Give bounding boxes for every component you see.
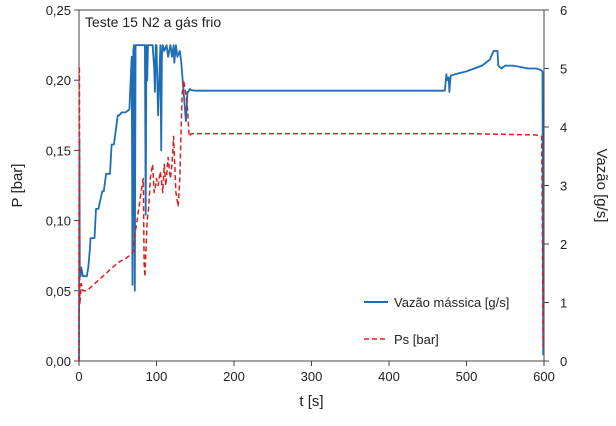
y-right-tick-label: 4 <box>560 120 567 135</box>
series-line-1 <box>78 65 544 362</box>
y-left-tick-label: 0,05 <box>46 284 71 299</box>
legend-label-vazao: Vazão mássica [g/s] <box>394 295 509 310</box>
y-left-tick-label: 0,10 <box>46 214 71 229</box>
series-line-0 <box>78 44 545 362</box>
legend: Vazão mássica [g/s] Ps [bar] <box>364 295 509 347</box>
x-tick-label: 500 <box>456 369 478 384</box>
y-right-tick-label: 3 <box>560 179 567 194</box>
y-left-tick-label: 0,00 <box>46 354 71 369</box>
ticks-layer: 0 100 200 300 400 500 600 0,00 0,05 0,10 0,15 0,20 0… <box>46 3 568 384</box>
legend-label-ps: Ps [bar] <box>394 332 439 347</box>
y-right-tick-label: 2 <box>560 237 567 252</box>
y-right-tick-label: 1 <box>560 296 567 311</box>
x-tick-label: 100 <box>146 369 168 384</box>
y-left-tick-label: 0,20 <box>46 73 71 88</box>
y-left-tick-label: 0,15 <box>46 143 71 158</box>
y-right-tick-label: 0 <box>560 354 567 369</box>
x-axis-label: t [s] <box>299 393 323 410</box>
x-tick-label: 400 <box>378 369 400 384</box>
y-right-tick-label: 6 <box>560 3 567 18</box>
x-tick-label: 200 <box>223 369 245 384</box>
y-axis-left-label: P [bar] <box>9 164 26 208</box>
series-layer <box>78 44 545 362</box>
chart-title: Teste 15 N2 a gás frio <box>85 14 221 30</box>
y-axis-right-label: Vazão [g/s] <box>593 149 610 223</box>
y-right-tick-label: 5 <box>560 62 567 77</box>
y-left-tick-label: 0,25 <box>46 3 71 18</box>
x-tick-label: 0 <box>75 369 82 384</box>
x-tick-label: 300 <box>301 369 323 384</box>
x-tick-label: 600 <box>533 369 555 384</box>
